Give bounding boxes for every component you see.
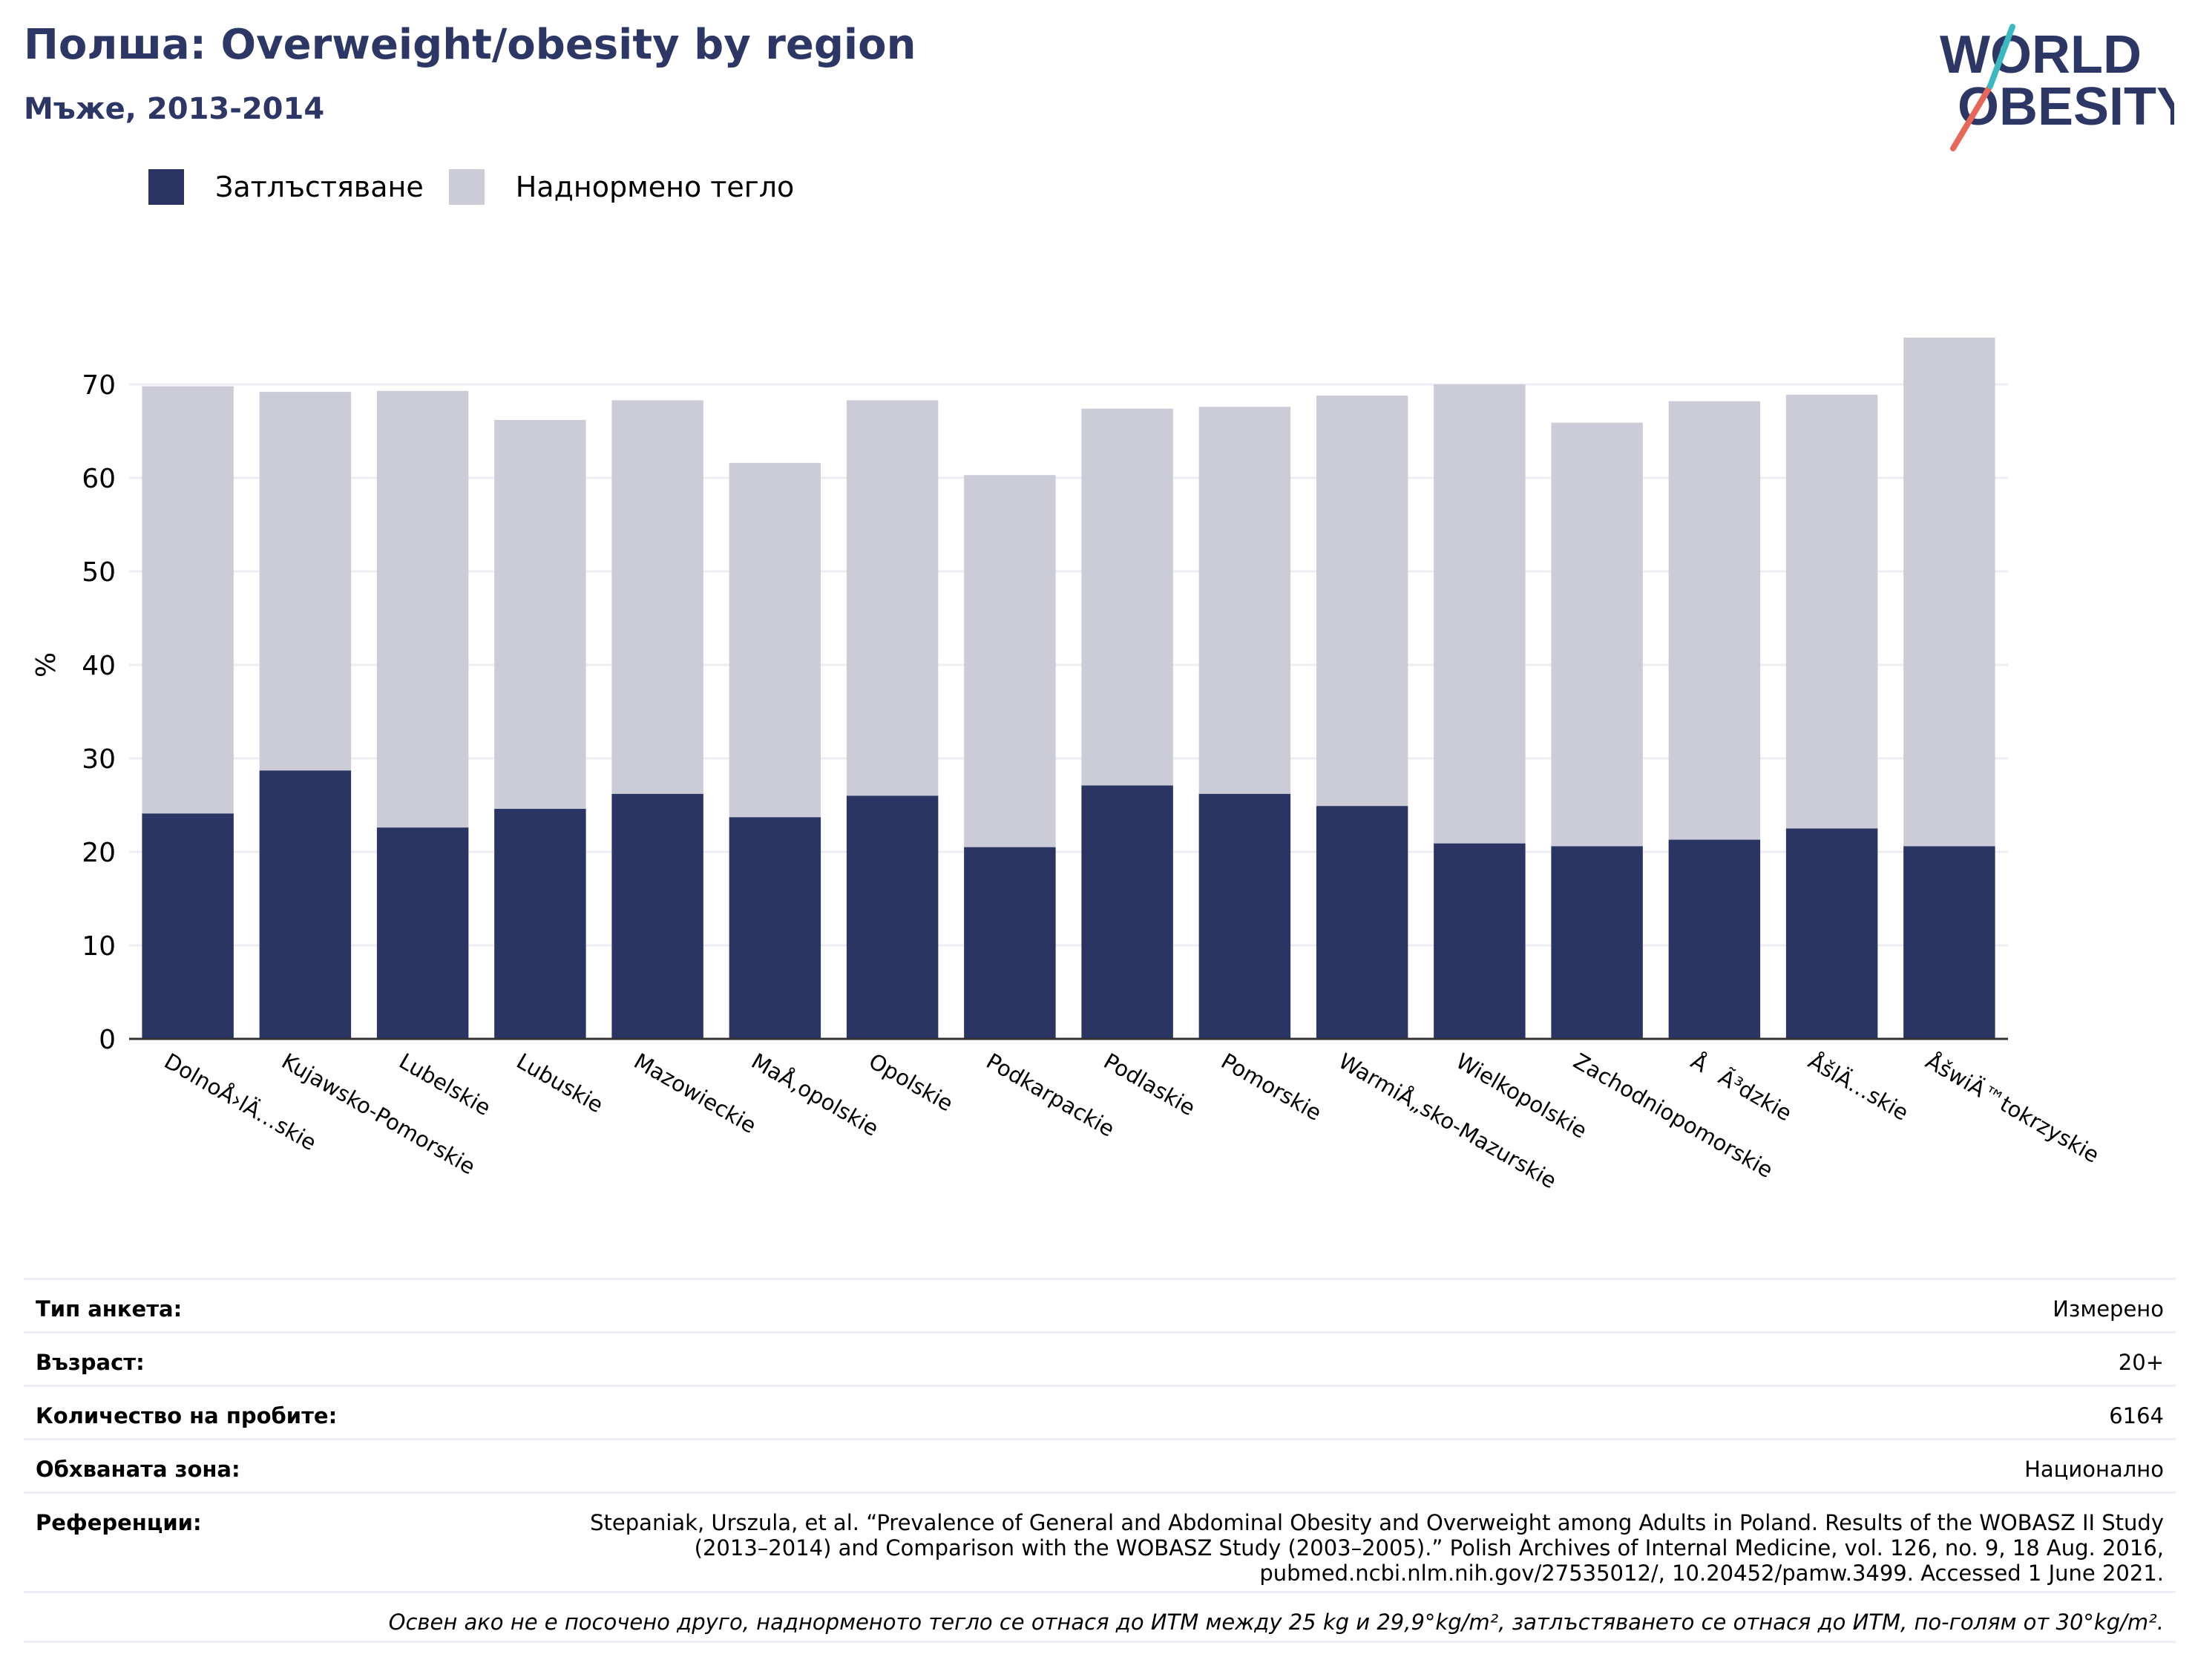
bar-obesity bbox=[1551, 846, 1643, 1039]
chart-subtitle: Мъже, 2013-2014 bbox=[24, 92, 325, 126]
bar-obesity bbox=[1785, 828, 1878, 1039]
legend-label-obesity: Затлъстяване bbox=[215, 171, 424, 203]
meta-key: Референции: bbox=[36, 1510, 202, 1535]
y-tick-label: 0 bbox=[99, 1025, 116, 1055]
x-tick-label: Opolskie bbox=[864, 1049, 957, 1117]
x-tick-label: ÅšlÄ…skie bbox=[1804, 1049, 1913, 1126]
legend-item-overweight: Наднормено тегло bbox=[448, 169, 795, 205]
x-tick-label: Podlaskie bbox=[1100, 1049, 1200, 1121]
legend-label-overweight: Наднормено тегло bbox=[515, 171, 795, 203]
meta-row-references: Референции: Stepaniak, Urszula, et al. “… bbox=[24, 1492, 2176, 1591]
meta-key: Обхваната зона: bbox=[36, 1457, 240, 1482]
legend-item-obesity: Затлъстяване bbox=[148, 169, 424, 205]
x-tick-label: Podkarpackie bbox=[982, 1049, 1118, 1142]
bar-obesity bbox=[1903, 846, 1995, 1039]
bar-obesity bbox=[142, 813, 234, 1039]
survey-metadata-table: Тип анкета: Измерено Възраст: 20+ Количе… bbox=[24, 1278, 2176, 1643]
meta-reference-text: Stepaniak, Urszula, et al. “Prevalence o… bbox=[590, 1510, 2164, 1586]
bar-obesity bbox=[376, 827, 469, 1039]
meta-row-survey-type: Тип анкета: Измерено bbox=[24, 1278, 2176, 1331]
svg-text:WORLD: WORLD bbox=[1940, 25, 2142, 85]
bar-chart: 010203040506070%DolnoÅ›lÄ…skieKujawsko-P… bbox=[31, 338, 2104, 1194]
legend: Затлъстяване Наднормено тегло bbox=[148, 169, 819, 205]
bar-obesity bbox=[259, 770, 352, 1039]
meta-value: 6164 bbox=[2109, 1403, 2164, 1428]
meta-key: Тип анкета: bbox=[36, 1296, 183, 1322]
bar-obesity bbox=[846, 795, 939, 1039]
legend-swatch-obesity bbox=[148, 169, 184, 205]
y-tick-label: 20 bbox=[82, 838, 116, 868]
x-tick-label: Pomorskie bbox=[1217, 1049, 1326, 1126]
meta-value: 20+ bbox=[2118, 1350, 2164, 1375]
bar-obesity bbox=[1668, 839, 1761, 1039]
x-tick-label: Zachodniopomorskie bbox=[1569, 1049, 1777, 1184]
svg-text:OBESITY: OBESITY bbox=[1958, 77, 2174, 137]
meta-value: Измерено bbox=[2053, 1296, 2164, 1322]
x-tick-label: Lubuskie bbox=[512, 1049, 607, 1118]
x-tick-label: MaÅ‚opolskie bbox=[747, 1049, 883, 1141]
bar-obesity bbox=[494, 809, 586, 1039]
y-tick-label: 40 bbox=[82, 651, 116, 681]
chart-title: Полша: Overweight/obesity by region bbox=[24, 21, 916, 69]
y-tick-label: 60 bbox=[82, 464, 116, 494]
world-obesity-logo: WORLD OBESITY bbox=[1940, 24, 2174, 151]
y-tick-label: 10 bbox=[82, 931, 116, 962]
bar-obesity bbox=[1081, 785, 1173, 1039]
bar-obesity bbox=[964, 847, 1056, 1039]
x-tick-label: Mazowieckie bbox=[630, 1049, 761, 1138]
meta-value: Национално bbox=[2024, 1457, 2164, 1482]
bar-obesity bbox=[611, 793, 703, 1039]
meta-key: Количество на пробите: bbox=[36, 1403, 338, 1428]
x-tick-label: WarmiÅ„sko-Mazurskie bbox=[1334, 1049, 1561, 1194]
meta-row-sample-size: Количество на пробите: 6164 bbox=[24, 1385, 2176, 1438]
y-tick-label: 70 bbox=[82, 370, 116, 401]
meta-key: Възраст: bbox=[36, 1350, 145, 1375]
bar-obesity bbox=[1198, 793, 1291, 1039]
meta-row-area: Обхваната зона: Национално bbox=[24, 1438, 2176, 1492]
x-tick-label: Kujawsko-Pomorskie bbox=[278, 1049, 480, 1180]
footnote: Освен ако не е посочено друго, наднормен… bbox=[24, 1591, 2176, 1643]
y-tick-label: 50 bbox=[82, 557, 116, 588]
y-tick-label: 30 bbox=[82, 744, 116, 775]
bar-obesity bbox=[1434, 843, 1526, 1039]
meta-row-age: Възраст: 20+ bbox=[24, 1331, 2176, 1385]
x-tick-label: Lubelskie bbox=[395, 1049, 495, 1121]
x-tick-label: ÅšwiÄ™tokrzyskie bbox=[1921, 1049, 2103, 1168]
x-tick-label: ÅÃ³dzkie bbox=[1687, 1049, 1797, 1126]
bar-obesity bbox=[729, 817, 821, 1039]
y-axis-label: % bbox=[31, 652, 62, 677]
legend-swatch-overweight bbox=[448, 169, 485, 205]
bar-obesity bbox=[1316, 806, 1408, 1039]
